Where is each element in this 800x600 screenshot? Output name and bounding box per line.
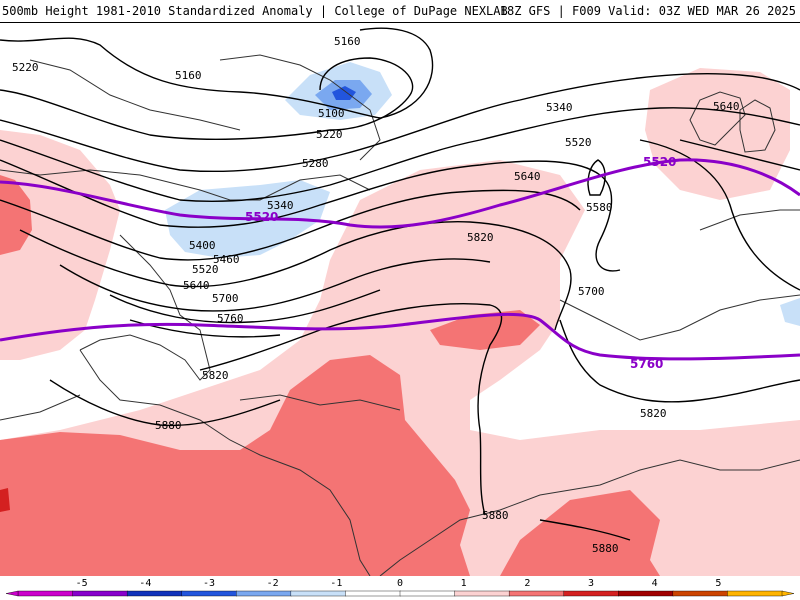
scale-color-segment — [236, 590, 292, 597]
contour-label: 5820 — [202, 369, 229, 382]
contour-label: 5220 — [316, 128, 343, 141]
contour-label: 5640 — [514, 170, 541, 183]
scale-color-segment — [508, 590, 565, 597]
contour-label: 5160 — [334, 35, 361, 48]
positive-anomaly-dark — [0, 175, 660, 576]
scale-tick-label: 1 — [461, 578, 467, 589]
scale-color-segment — [345, 590, 401, 597]
header-valid-time: 18Z GFS | F009 Valid: 03Z WED MAR 26 202… — [499, 4, 796, 18]
contour-label: 5820 — [467, 231, 494, 244]
scale-tick-label: -2 — [267, 578, 279, 589]
contour-label: 5400 — [189, 239, 216, 252]
header-title: 500mb Height 1981-2010 Standardized Anom… — [2, 4, 508, 18]
highlight-contours — [0, 158, 800, 361]
highlight-label: 5760 — [630, 357, 663, 371]
contour-label: 5520 — [565, 136, 592, 149]
scale-tick-label: -1 — [330, 578, 342, 589]
contour-label: 5280 — [302, 157, 329, 170]
contour-label: 5100 — [318, 107, 345, 120]
scale-color-segment — [126, 590, 183, 597]
contour-label: 5820 — [640, 407, 667, 420]
scale-tick-label: 0 — [397, 578, 403, 589]
contour-label: 5640 — [713, 100, 740, 113]
scale-color-segment — [399, 590, 456, 597]
contour-label: 5520 — [192, 263, 219, 276]
highlight-labels: 5520 5520 5760 — [245, 155, 676, 371]
contour-label: 5880 — [155, 419, 182, 432]
scale-tick-label: -3 — [203, 578, 215, 589]
contour-label: 5640 — [183, 279, 210, 292]
highlight-label: 5520 — [245, 210, 278, 224]
scale-tick-label: 2 — [524, 578, 530, 589]
scale-color-segment — [17, 590, 74, 597]
contour-label: 5880 — [592, 542, 619, 555]
contour-label: 5700 — [212, 292, 239, 305]
scale-color-segment — [454, 590, 510, 597]
contour-label: 5460 — [213, 253, 240, 266]
coastlines — [0, 54, 800, 576]
scale-color-segment — [181, 590, 237, 597]
scale-color-segment — [563, 590, 619, 597]
contour-label: 5220 — [12, 61, 39, 74]
contour-label: 5160 — [175, 69, 202, 82]
anomaly-color-scale: -5 -4 -3 -2 -1 0 1 2 3 4 5 — [0, 576, 800, 600]
scale-color-segment — [672, 590, 729, 597]
contour-label: 5580 — [586, 201, 613, 214]
scale-color-segment — [290, 590, 347, 597]
scale-color-segment — [72, 590, 128, 597]
height-contours — [0, 27, 800, 541]
anomaly-map: 5160 5160 5220 5100 5220 5280 5340 5400 … — [0, 23, 800, 576]
scale-left-arrow — [5, 590, 19, 597]
scale-tick-label: -4 — [139, 578, 151, 589]
scale-tick-label: -5 — [76, 578, 88, 589]
contour-label: 5760 — [217, 312, 244, 325]
scale-color-segment — [618, 590, 674, 597]
contour-label: 5700 — [578, 285, 605, 298]
scale-color-segment — [727, 590, 783, 597]
scale-right-arrow — [781, 590, 795, 597]
contour-label: 5340 — [267, 199, 294, 212]
highlight-label: 5520 — [643, 155, 676, 169]
map-header: 500mb Height 1981-2010 Standardized Anom… — [0, 0, 800, 23]
scale-tick-label: 3 — [588, 578, 594, 589]
contour-label: 5880 — [482, 509, 509, 522]
scale-tick-label: 4 — [652, 578, 658, 589]
scale-tick-label: 5 — [715, 578, 721, 589]
contour-labels: 5160 5160 5220 5100 5220 5280 5340 5400 … — [12, 35, 740, 555]
contour-label: 5340 — [546, 101, 573, 114]
